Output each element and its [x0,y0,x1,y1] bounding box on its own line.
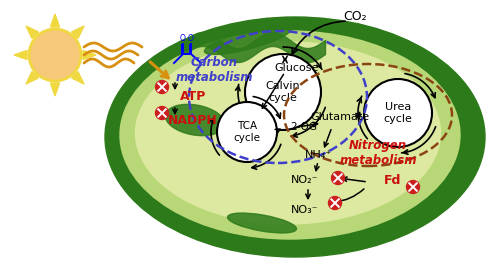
Polygon shape [26,26,38,38]
Text: NADPH: NADPH [168,114,218,126]
Text: CO₂: CO₂ [343,10,367,23]
Circle shape [332,172,344,185]
Circle shape [406,180,420,194]
Polygon shape [50,83,59,96]
Circle shape [364,79,432,147]
Text: NH₄⁺: NH₄⁺ [304,150,332,160]
Ellipse shape [166,104,224,136]
Text: Urea
cycle: Urea cycle [384,102,412,124]
Text: Calvin
cycle: Calvin cycle [266,81,300,103]
Circle shape [156,106,168,120]
Circle shape [30,30,80,80]
Polygon shape [83,51,96,59]
Polygon shape [14,51,27,59]
Text: ATP: ATP [180,90,206,103]
Text: O: O [188,34,194,43]
Polygon shape [50,14,59,27]
Text: Glucose: Glucose [275,63,319,73]
Ellipse shape [120,31,460,239]
Text: NO₃⁻: NO₃⁻ [291,205,319,215]
Circle shape [245,54,321,130]
Circle shape [156,81,168,94]
Polygon shape [72,72,84,84]
Circle shape [217,102,277,162]
Circle shape [328,197,342,210]
Text: NO₂⁻: NO₂⁻ [291,175,319,185]
Polygon shape [72,26,84,38]
Ellipse shape [204,26,292,54]
Text: Glutamate: Glutamate [310,112,370,122]
Ellipse shape [105,17,485,257]
Text: O: O [180,34,186,43]
Text: TCA
cycle: TCA cycle [234,121,260,143]
Text: Nitrogen
metabolism: Nitrogen metabolism [339,139,417,167]
Ellipse shape [136,42,440,224]
Text: 2-OG: 2-OG [290,122,317,132]
Text: Carbon
metabolism: Carbon metabolism [176,56,253,84]
Ellipse shape [228,213,296,233]
Text: Fd: Fd [384,174,402,186]
Polygon shape [26,72,38,84]
